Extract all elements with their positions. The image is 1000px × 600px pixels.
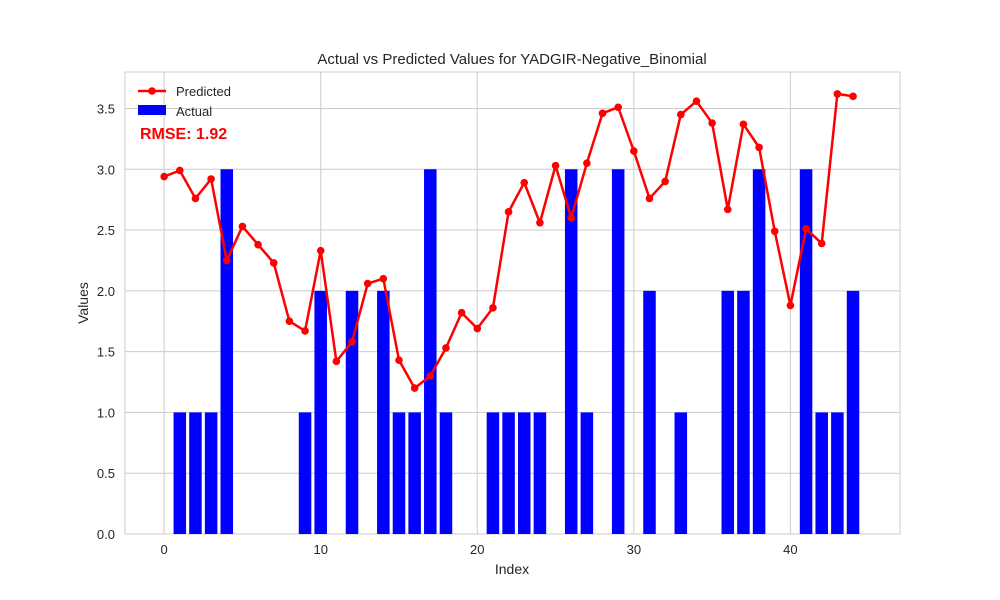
chart-title: Actual vs Predicted Values for YADGIR-Ne… bbox=[317, 51, 706, 68]
predicted-point bbox=[567, 214, 576, 222]
predicted-point bbox=[332, 357, 341, 366]
actual-bar bbox=[502, 412, 515, 534]
y-tick-label: 3.5 bbox=[97, 101, 115, 116]
grid bbox=[125, 72, 900, 535]
actual-bar bbox=[517, 412, 531, 534]
actual-bar bbox=[189, 412, 202, 534]
x-tick-label: 20 bbox=[470, 542, 484, 557]
predicted-point bbox=[770, 227, 779, 236]
y-tick-label: 1.5 bbox=[97, 345, 115, 360]
predicted-point bbox=[739, 120, 748, 129]
y-tick-label: 0.5 bbox=[97, 466, 115, 481]
predicted-point bbox=[598, 109, 607, 118]
actual-bar bbox=[533, 412, 547, 534]
actual-bar bbox=[846, 290, 860, 534]
predicted-point bbox=[802, 225, 810, 233]
x-tick-label: 40 bbox=[783, 542, 797, 557]
actual-bar bbox=[424, 169, 437, 534]
actual-bar bbox=[392, 412, 406, 534]
x-tick-label: 0 bbox=[161, 542, 168, 557]
predicted-point bbox=[551, 161, 560, 170]
predicted-point bbox=[504, 208, 513, 216]
y-axis-label: Values bbox=[75, 282, 91, 324]
predicted-point bbox=[849, 92, 857, 101]
tick-labels: 0 10 20 30 40 0.0 0.5 1.0 1.5 2.0 2.5 3.0 3.5 bbox=[97, 101, 798, 557]
legend-actual-label: Actual bbox=[176, 104, 212, 119]
legend-predicted-marker-icon bbox=[148, 87, 156, 95]
predicted-point bbox=[661, 177, 669, 186]
actual-bar bbox=[674, 412, 688, 534]
predicted-point bbox=[723, 205, 732, 214]
actual-bar bbox=[220, 169, 234, 534]
predicted-point bbox=[833, 90, 842, 98]
actual-bar bbox=[408, 412, 421, 534]
predicted-point bbox=[630, 147, 638, 155]
predicted-point bbox=[692, 97, 701, 105]
legend: Predicted Actual bbox=[138, 84, 231, 119]
y-tick-label: 3.0 bbox=[97, 162, 115, 177]
y-tick-label: 2.0 bbox=[97, 284, 115, 299]
predicted-point bbox=[817, 239, 826, 248]
predicted-point bbox=[348, 338, 356, 346]
y-tick-label: 1.0 bbox=[97, 405, 115, 420]
actual-bar bbox=[439, 412, 453, 534]
predicted-point bbox=[786, 301, 795, 310]
predicted-point bbox=[708, 119, 716, 127]
predicted-point bbox=[583, 159, 591, 167]
predicted-point bbox=[489, 304, 497, 312]
predicted-point bbox=[410, 384, 419, 392]
predicted-point bbox=[222, 256, 231, 265]
y-tick-label: 0.0 bbox=[97, 527, 115, 542]
actual-bar bbox=[298, 412, 312, 534]
predicted-point bbox=[426, 372, 435, 380]
actual-bar bbox=[377, 290, 390, 534]
actual-bar bbox=[737, 290, 750, 534]
predicted-point bbox=[238, 222, 247, 231]
legend-actual-swatch-icon bbox=[138, 105, 166, 115]
predicted-point bbox=[614, 103, 622, 112]
predicted-point bbox=[207, 175, 215, 183]
predicted-point bbox=[645, 194, 654, 203]
predicted-point bbox=[254, 240, 262, 249]
rmse-annotation: RMSE: 1.92 bbox=[140, 126, 227, 143]
actual-bar bbox=[580, 412, 594, 534]
actual-bar bbox=[815, 412, 828, 534]
predicted-point bbox=[175, 166, 184, 175]
predicted-point bbox=[379, 274, 388, 283]
x-axis-label: Index bbox=[495, 561, 529, 577]
predicted-point bbox=[191, 194, 200, 203]
actual-bar bbox=[314, 290, 327, 534]
predicted-point bbox=[677, 110, 685, 119]
actual-bar bbox=[643, 290, 656, 534]
actual-bar bbox=[345, 290, 359, 534]
actual-bar bbox=[564, 169, 578, 534]
actual-bar bbox=[173, 412, 187, 534]
predicted-point bbox=[755, 143, 763, 152]
x-tick-label: 10 bbox=[313, 542, 327, 557]
predicted-point bbox=[363, 279, 372, 288]
predicted-point bbox=[473, 324, 482, 333]
predicted-point bbox=[457, 308, 466, 317]
actual-bar bbox=[611, 169, 625, 534]
actual-bar bbox=[831, 412, 844, 534]
actual-bar bbox=[486, 412, 500, 534]
predicted-line bbox=[160, 90, 857, 392]
actual-bar bbox=[721, 290, 735, 534]
predicted-point bbox=[520, 178, 529, 187]
y-tick-label: 2.5 bbox=[97, 223, 115, 238]
predicted-point bbox=[301, 327, 309, 335]
actual-bar bbox=[752, 169, 766, 534]
x-tick-label: 30 bbox=[627, 542, 641, 557]
predicted-point bbox=[285, 317, 294, 326]
predicted-point bbox=[160, 172, 168, 181]
actual-bar bbox=[204, 412, 218, 534]
predicted-point bbox=[395, 356, 403, 364]
predicted-point bbox=[316, 246, 325, 255]
predicted-point bbox=[536, 218, 544, 227]
legend-predicted-label: Predicted bbox=[176, 84, 231, 99]
predicted-point bbox=[269, 259, 278, 267]
actual-bar bbox=[799, 169, 813, 534]
predicted-point bbox=[442, 344, 450, 352]
